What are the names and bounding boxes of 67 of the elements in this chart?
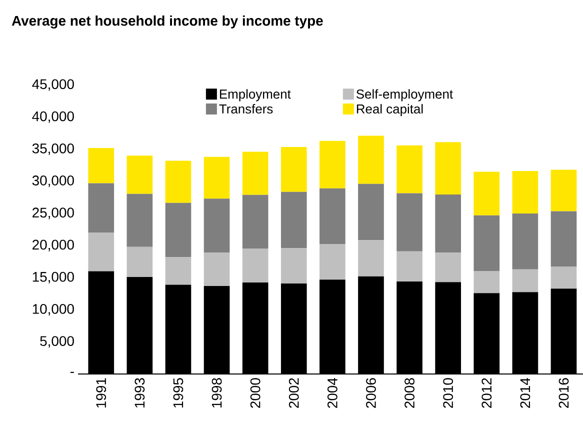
x-tick-label: 2016 xyxy=(558,378,569,408)
bar xyxy=(396,145,422,194)
chart-title: Average net household income by income type xyxy=(12,15,323,29)
bar xyxy=(550,170,577,212)
legend-label: Employment xyxy=(220,89,291,102)
bar xyxy=(280,146,307,192)
x-tick-label: 1993 xyxy=(134,378,145,408)
x-tick-label: 2004 xyxy=(327,378,338,408)
bar xyxy=(242,248,268,282)
x-tick-label: 2000 xyxy=(250,378,260,408)
bar xyxy=(396,251,422,282)
y-tick-label: 10,000 xyxy=(32,304,74,316)
y-tick-label: 20,000 xyxy=(32,240,74,252)
y-tick-label: 25,000 xyxy=(32,208,74,220)
bar xyxy=(320,188,346,244)
bar xyxy=(358,136,384,184)
bar xyxy=(126,194,153,247)
bar xyxy=(320,140,346,188)
bar xyxy=(512,171,538,214)
x-tick-label: 1995 xyxy=(173,378,184,408)
bar xyxy=(550,211,577,267)
bar xyxy=(474,172,500,216)
bar xyxy=(204,156,230,199)
legend-label: Transfers xyxy=(219,104,273,114)
legend-label: Real capital xyxy=(356,104,423,116)
legend-label: Self-employment xyxy=(356,89,453,102)
x-tick-label: 1991 xyxy=(96,378,106,408)
x-tick-label: 2006 xyxy=(366,378,376,408)
bar xyxy=(358,184,384,240)
bar xyxy=(396,193,422,252)
x-tick-label: 2008 xyxy=(404,378,414,408)
bar xyxy=(165,202,192,258)
bar xyxy=(126,246,153,278)
bar xyxy=(165,160,192,203)
bar xyxy=(165,257,192,285)
bar xyxy=(88,183,114,233)
bar xyxy=(474,271,500,294)
y-tick-label: 30,000 xyxy=(32,176,74,188)
x-tick-label: 2014 xyxy=(520,378,530,408)
x-tick-label: 2010 xyxy=(443,378,454,408)
bar xyxy=(88,232,114,272)
bar xyxy=(512,269,538,292)
y-tick-label: 40,000 xyxy=(32,111,74,123)
bar xyxy=(435,252,461,282)
bar xyxy=(204,198,230,253)
bar xyxy=(550,266,577,289)
bar xyxy=(435,194,461,253)
y-tick-label: - xyxy=(70,372,74,373)
bar xyxy=(204,252,230,286)
bar xyxy=(474,215,500,272)
y-tick-label: 35,000 xyxy=(32,143,74,155)
x-tick-label: 2002 xyxy=(288,378,299,408)
y-tick-label: 45,000 xyxy=(32,79,74,91)
bar xyxy=(242,194,268,249)
y-tick-label: 5,000 xyxy=(40,336,74,348)
bar xyxy=(280,248,307,284)
bar xyxy=(512,213,538,270)
bar xyxy=(435,142,461,194)
x-tick-label: 1998 xyxy=(212,378,222,408)
bar xyxy=(280,192,307,248)
x-tick-label: 2012 xyxy=(482,378,492,408)
bar xyxy=(126,156,153,194)
y-tick-label: 15,000 xyxy=(32,272,74,284)
bar xyxy=(242,152,268,195)
bar xyxy=(88,148,114,184)
bar xyxy=(320,244,346,280)
bar xyxy=(358,240,384,276)
